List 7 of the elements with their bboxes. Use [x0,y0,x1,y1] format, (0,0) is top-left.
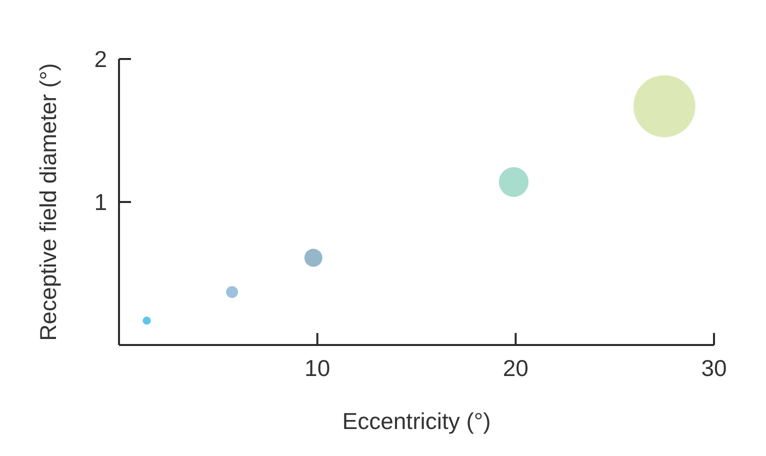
x-tick-label: 20 [502,354,528,381]
x-axis-title: Eccentricity (°) [342,408,491,434]
y-tick-label: 2 [94,46,107,72]
y-tick-label: 1 [94,189,107,215]
x-tick-label: 10 [304,354,330,381]
y-axis-title: Receptive field diameter (°) [35,63,61,341]
x-tick-label: 30 [701,354,727,381]
